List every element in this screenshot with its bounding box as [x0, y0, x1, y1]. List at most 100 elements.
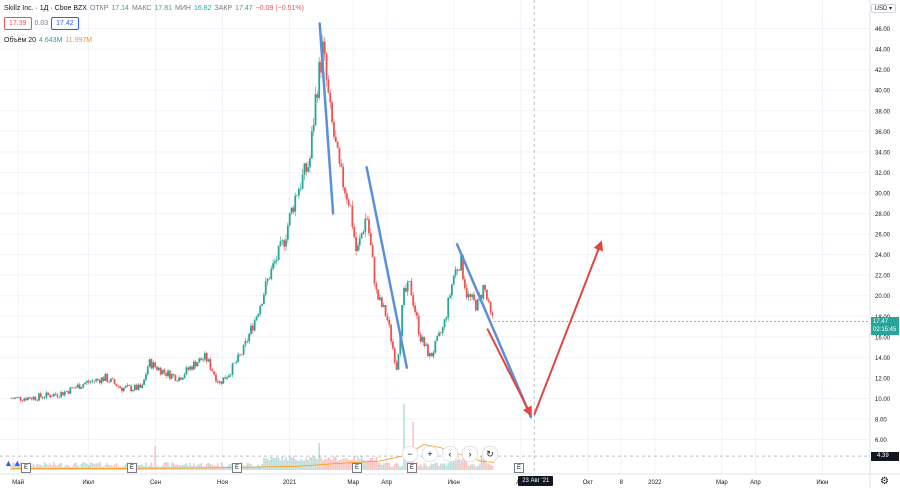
volume-label[interactable]: Объём 20 [4, 37, 37, 44]
volume-bar [252, 466, 254, 470]
scroll-right-button[interactable]: › [462, 446, 478, 462]
time-tick-label: Июн [448, 480, 460, 486]
candle [262, 292, 265, 305]
volume-bar [137, 465, 140, 470]
candle [113, 378, 116, 385]
candle-body [229, 374, 232, 376]
candle [95, 377, 98, 384]
bid-price-box[interactable]: 17.39 [4, 17, 32, 30]
candle [275, 255, 278, 265]
volume-bar [93, 464, 96, 470]
earnings-badge[interactable]: E [127, 463, 137, 473]
candle-body [242, 344, 245, 355]
volume-bar [386, 462, 389, 470]
candle [292, 205, 295, 215]
volume-bar [106, 463, 109, 470]
candle-body [145, 374, 147, 380]
candle [428, 352, 431, 359]
volume-bar [108, 465, 110, 470]
candle-body [469, 294, 472, 297]
volume-bar [176, 464, 179, 470]
candle [303, 162, 306, 181]
volume-bar [486, 463, 488, 470]
candle [198, 357, 201, 363]
candle [410, 278, 413, 296]
volume-bar [141, 464, 144, 470]
candle [233, 362, 236, 364]
time-tick-label: Май [12, 479, 24, 486]
candle-body [421, 336, 424, 342]
candle-body [91, 380, 94, 382]
earnings-badge[interactable]: E [352, 463, 362, 473]
candle-body [209, 359, 212, 370]
candle-body [51, 396, 53, 398]
candle-body [82, 384, 85, 388]
candle [404, 284, 407, 293]
candle-body [216, 381, 219, 383]
time-tick-label: 8 [620, 480, 624, 486]
candle [368, 215, 370, 236]
volume-bar [36, 463, 38, 470]
volume-bar [441, 463, 444, 470]
candle [364, 213, 367, 238]
candle [28, 396, 31, 399]
candle [168, 369, 171, 381]
zoom-out-button[interactable]: − [402, 446, 418, 462]
candle [299, 182, 302, 192]
candle-body [264, 281, 267, 295]
low-label: МИН [175, 5, 191, 12]
symbol-title[interactable]: Skillz Inc. · 1Д · Cboe BZX [4, 5, 87, 12]
candle-body [425, 344, 428, 346]
candle [395, 359, 398, 371]
candle-body [403, 288, 405, 305]
volume-bar [333, 456, 335, 470]
candle-body [52, 393, 55, 397]
candle-body [246, 340, 249, 342]
volume-bar [43, 462, 46, 470]
candle [320, 59, 322, 79]
candle [97, 377, 99, 382]
volume-bar [419, 464, 422, 470]
candle-body [244, 340, 247, 345]
scroll-left-button[interactable]: ‹ [442, 446, 458, 462]
candle [401, 304, 404, 339]
ask-price-box[interactable]: 17.42 [51, 17, 79, 30]
candle [392, 338, 394, 351]
candle [86, 380, 88, 385]
gear-icon[interactable]: ⚙ [880, 476, 889, 487]
earnings-badge[interactable]: E [514, 463, 524, 473]
earnings-badge[interactable]: E [21, 463, 31, 473]
earnings-badge[interactable]: E [232, 463, 242, 473]
candle-body [393, 348, 396, 363]
candle-body [189, 366, 192, 370]
candle [100, 377, 103, 385]
candle [397, 353, 400, 371]
tradingview-logo-icon[interactable]: ▲▲ [4, 458, 22, 468]
volume-bar [362, 459, 365, 470]
candle [445, 316, 448, 323]
candle-body [71, 387, 74, 388]
candle-body [382, 304, 385, 307]
candle [67, 390, 70, 395]
time-axis: МайИюлСенНоя2021МарАпрИюнАвгОкт82022МарА… [0, 473, 900, 486]
candle-body [159, 367, 162, 375]
zoom-in-button[interactable]: + [422, 446, 438, 462]
candle [314, 86, 317, 127]
candle [56, 392, 59, 399]
candle-body [486, 289, 488, 300]
candle-body [262, 294, 265, 304]
candle-body [124, 386, 127, 388]
candle [180, 377, 182, 381]
candle [476, 298, 479, 311]
candle-body [404, 288, 407, 292]
candle [43, 396, 46, 400]
volume-bar [163, 462, 166, 470]
reset-chart-button[interactable]: ↻ [482, 446, 498, 462]
currency-selector[interactable]: USD ▾ [870, 4, 896, 13]
earnings-badge[interactable]: E [407, 463, 417, 473]
candle [251, 322, 254, 334]
candle [135, 383, 138, 391]
volume-bar [111, 466, 114, 470]
candle-body [449, 295, 451, 298]
